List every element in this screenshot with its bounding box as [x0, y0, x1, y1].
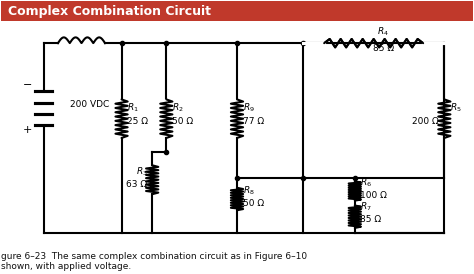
- Text: 85 Ω: 85 Ω: [360, 215, 382, 224]
- FancyBboxPatch shape: [1, 1, 473, 21]
- Text: $R_7$: $R_7$: [360, 201, 372, 213]
- Text: $R_9$: $R_9$: [243, 101, 255, 114]
- Text: 63 Ω: 63 Ω: [127, 180, 147, 189]
- Text: $R_8$: $R_8$: [243, 185, 255, 197]
- Text: Complex Combination Circuit: Complex Combination Circuit: [9, 5, 211, 18]
- Text: 25 Ω: 25 Ω: [127, 117, 148, 126]
- Text: $R_2$: $R_2$: [172, 101, 183, 114]
- Text: $R_5$: $R_5$: [450, 101, 462, 114]
- Text: 200 VDC: 200 VDC: [70, 100, 109, 109]
- Text: $R_4$: $R_4$: [377, 25, 389, 38]
- Text: +: +: [23, 125, 32, 135]
- Text: $R_1$: $R_1$: [127, 101, 139, 114]
- Text: 50 Ω: 50 Ω: [243, 199, 264, 208]
- Text: gure 6–23  The same complex combination circuit as in Figure 6–10
shown, with ap: gure 6–23 The same complex combination c…: [1, 252, 308, 272]
- Text: $R_6$: $R_6$: [360, 177, 373, 189]
- Text: 77 Ω: 77 Ω: [243, 117, 264, 126]
- Text: $R_3$: $R_3$: [136, 165, 147, 178]
- Text: 85 Ω: 85 Ω: [373, 44, 393, 53]
- Text: 200 Ω: 200 Ω: [412, 117, 438, 126]
- Text: 100 Ω: 100 Ω: [360, 191, 387, 200]
- Text: −: −: [23, 80, 32, 90]
- Text: 50 Ω: 50 Ω: [172, 117, 193, 126]
